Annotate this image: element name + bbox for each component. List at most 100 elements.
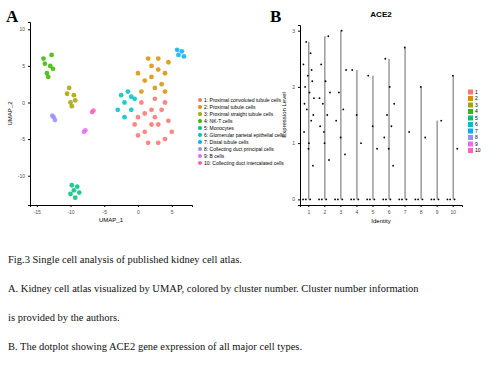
- tick: 0: [137, 205, 140, 215]
- tick-label: 0: [292, 196, 295, 202]
- legend-swatch: [198, 119, 202, 123]
- tick-mark: [298, 87, 300, 88]
- series: [65, 85, 78, 108]
- legend-label: 10: Collecting duct intercalated cells: [204, 160, 284, 166]
- point: [386, 114, 388, 116]
- legend-label: 1: Proximal convoluted tubule cells: [204, 97, 281, 103]
- tick: 3: [292, 28, 300, 34]
- tick-label: 2: [323, 209, 326, 215]
- point: [305, 198, 307, 200]
- legend-item: 4: [468, 108, 478, 114]
- point: [69, 104, 74, 109]
- tick: 9: [436, 205, 439, 215]
- x-axis: 12345678910: [301, 205, 463, 215]
- point: [176, 53, 181, 58]
- point: [50, 113, 55, 118]
- point: [311, 80, 313, 82]
- legend-item: 2: Proximal tubule cells: [198, 104, 256, 110]
- legend-item: 7: [468, 128, 478, 134]
- tick-mark: [104, 205, 105, 207]
- violin: [324, 36, 325, 199]
- legend-item: 1: Proximal convoluted tubule cells: [198, 97, 281, 103]
- y-axis-title: Expression Level: [281, 92, 287, 138]
- point: [393, 103, 395, 105]
- legend-label: 10: [475, 147, 481, 153]
- legend-item: 3: Proximal straight tubule cells: [198, 111, 274, 117]
- legend-item: 4: NK-T cells: [198, 118, 233, 124]
- point: [401, 198, 403, 200]
- point: [302, 198, 304, 200]
- panel-label: A: [6, 7, 19, 26]
- legend-label: 3: Proximal straight tubule cells: [204, 111, 274, 117]
- tick-label: -10: [67, 209, 74, 215]
- tick-mark: [389, 205, 390, 207]
- point: [340, 137, 342, 139]
- point: [149, 122, 154, 127]
- point: [433, 198, 435, 200]
- violin: [389, 59, 390, 200]
- legend-swatch: [198, 154, 202, 158]
- tick-label: 6: [388, 209, 391, 215]
- tick-label: 10: [450, 209, 456, 215]
- legend-item: 1: [468, 89, 478, 95]
- legend-label: 5: Monocytes: [204, 125, 234, 131]
- legend-item: 6: Glomerular parietal epithelial cells: [198, 132, 285, 138]
- legend-label: 7: Distal tubule cells: [204, 139, 249, 145]
- tick-label: 1: [292, 140, 295, 146]
- point: [306, 108, 308, 110]
- point: [321, 198, 323, 200]
- point: [351, 69, 353, 71]
- point: [420, 86, 422, 88]
- legend-label: 2: Proximal tubule cells: [204, 104, 256, 110]
- legend-item: 9: B cells: [198, 153, 225, 159]
- point: [125, 89, 130, 94]
- point: [353, 198, 355, 200]
- legend-item: 5: Monocytes: [198, 125, 234, 131]
- point: [163, 71, 168, 76]
- legend-swatch: [198, 147, 202, 151]
- y-axis-title: UMAP_2: [7, 101, 13, 126]
- legend-item: 5: [468, 115, 478, 121]
- point: [146, 56, 151, 61]
- point: [313, 97, 315, 99]
- point: [327, 35, 329, 37]
- legend-label: 6: Glomerular parietal epithelial cells: [204, 132, 285, 138]
- tick: -15: [34, 205, 41, 215]
- legend-swatch: [468, 109, 473, 114]
- legend-swatch: [198, 140, 202, 144]
- tick-mark: [28, 139, 30, 140]
- point: [169, 129, 174, 134]
- chart-title: ACE2: [370, 10, 392, 19]
- point: [414, 198, 416, 200]
- tick-label: 5: [171, 209, 174, 215]
- legend-swatch: [198, 161, 202, 165]
- series: [68, 183, 82, 200]
- point: [142, 111, 147, 116]
- point: [325, 198, 327, 200]
- caption-line: A. Kidney cell atlas visualized by UMAP,…: [8, 283, 419, 294]
- point: [388, 148, 390, 150]
- tick-mark: [138, 205, 139, 207]
- legend-label: 2: [475, 95, 478, 101]
- tick: 5: [171, 205, 174, 215]
- x-axis: -15-10-505: [31, 205, 193, 215]
- point: [452, 75, 454, 77]
- legend-label: 7: [475, 128, 478, 134]
- plot-area: [41, 47, 186, 200]
- point: [163, 89, 168, 94]
- tick: 10: [19, 26, 30, 32]
- point: [152, 115, 157, 120]
- series: [115, 89, 137, 119]
- caption-line: Fig.3 Single cell analysis of published …: [8, 254, 242, 265]
- point: [311, 69, 313, 71]
- point: [156, 67, 161, 72]
- tick-mark: [28, 66, 30, 67]
- tick: 2: [292, 84, 300, 90]
- point: [304, 103, 306, 105]
- legend-item: 10: [468, 147, 481, 153]
- tick-mark: [405, 205, 406, 207]
- tick: 0: [22, 100, 30, 106]
- axis-line: [298, 26, 301, 206]
- point: [71, 93, 76, 98]
- tick-label: -15: [34, 209, 41, 215]
